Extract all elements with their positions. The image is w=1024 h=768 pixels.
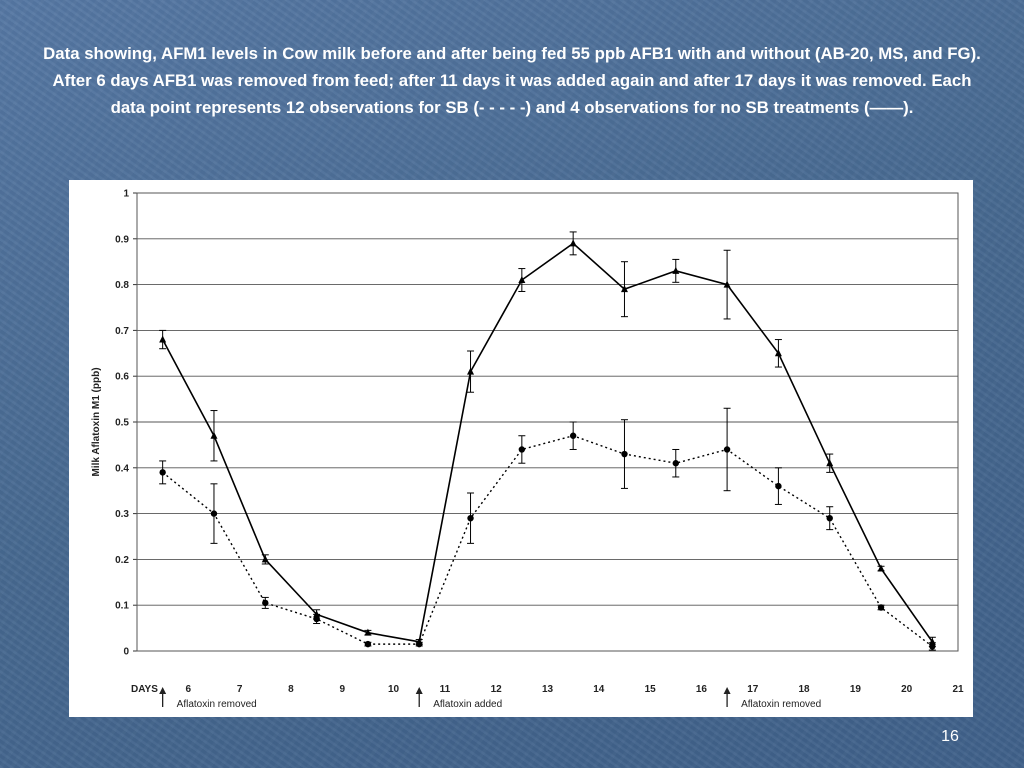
series-line [162, 435, 933, 647]
data-point [620, 285, 628, 293]
x-tick-label: 9 [339, 684, 345, 695]
x-tick-label: 13 [542, 684, 554, 695]
data-point [877, 564, 885, 572]
x-tick-label: 16 [696, 684, 708, 695]
data-point [518, 446, 526, 453]
data-point [723, 446, 731, 453]
data-point [569, 239, 577, 247]
data-point [621, 450, 628, 458]
data-point [159, 469, 166, 476]
arrow-up-icon [159, 687, 167, 694]
annotation: Aflatoxin added [415, 687, 502, 710]
x-tick-label: 19 [850, 684, 862, 695]
data-point [364, 640, 372, 648]
series-line [161, 242, 933, 643]
x-tick-label: 8 [288, 684, 294, 695]
series-sb [159, 407, 936, 651]
data-point [672, 460, 679, 467]
data-point [210, 431, 218, 439]
x-tick-label: 10 [388, 684, 400, 695]
series-no-sb [159, 231, 936, 647]
data-point [518, 276, 526, 284]
data-point [774, 349, 782, 357]
y-tick-label: 0.3 [115, 509, 129, 520]
arrow-up-icon [723, 687, 731, 694]
aflatoxin-line-chart: 00.10.20.30.40.50.60.70.80.916 7 8 9 10 11 12 1… [91, 189, 964, 711]
data-point [723, 280, 731, 288]
data-point [569, 432, 577, 439]
x-tick-label: 11 [440, 684, 451, 695]
annotation-label: Aflatoxin removed [177, 699, 257, 710]
y-tick-label: 0.5 [115, 418, 129, 429]
data-point [313, 615, 320, 623]
data-point [775, 482, 782, 490]
annotations: Aflatoxin removed Aflatoxin added Aflatoxi… [159, 687, 821, 710]
y-tick-label: 0.9 [115, 234, 129, 245]
y-tick-label: 0.7 [115, 326, 129, 337]
arrow-up-icon [415, 687, 423, 694]
data-point [877, 604, 885, 611]
y-tick-label: 0.1 [115, 601, 129, 612]
chart-figure: 0 0.1 0.2 0.3 0.4 0.5 0.6 0.7 0.8 0.9 1 6 7 8 9 10 11 12 1… [69, 180, 973, 717]
data-point [210, 510, 218, 517]
annotation: Aflatoxin removed [723, 687, 821, 710]
slide-number: 16 [941, 728, 959, 745]
data-point [672, 266, 680, 274]
plot-frame [136, 192, 959, 652]
data-point [159, 335, 167, 343]
x-tick-label: 12 [491, 684, 503, 695]
y-tick-label: 0.8 [115, 280, 129, 291]
annotation: Aflatoxin removed [159, 687, 257, 710]
annotation-label: Aflatoxin removed [741, 699, 821, 710]
y-tick-label: 0 [123, 647, 129, 658]
data-point [467, 367, 475, 375]
data-point [826, 514, 833, 522]
x-tick-label: 7 [237, 684, 243, 695]
x-tick-label: 14 [593, 684, 605, 695]
y-tick-label: 0.2 [115, 555, 129, 566]
data-point [364, 628, 372, 636]
slide-title: Data showing, AFM1 levels in Cow milk be… [43, 44, 981, 117]
x-tick-label: 21 [952, 684, 964, 695]
data-point [929, 643, 936, 650]
x-axis-label: DAYS [131, 684, 158, 695]
y-axis-label: Milk Aflatoxin M1 (ppb) [91, 367, 102, 476]
x-tick-label: 6 [186, 684, 192, 695]
series-layer [159, 231, 936, 651]
y-tick-label: 0.4 [115, 463, 129, 474]
y-tick-label: 1 [123, 189, 129, 200]
data-point [826, 459, 834, 467]
data-point [261, 555, 269, 563]
data-point [416, 640, 423, 648]
x-tick-label: 18 [799, 684, 811, 695]
axes: 00.10.20.30.40.50.60.70.80.916 7 8 9 10 11 12 1… [115, 189, 964, 696]
x-tick-label: 17 [747, 684, 759, 695]
annotation-label: Aflatoxin added [433, 699, 502, 710]
data-point [467, 514, 474, 522]
data-point [262, 599, 269, 607]
y-tick-label: 0.6 [115, 372, 129, 383]
x-tick-label: 20 [901, 684, 913, 695]
x-tick-label: 15 [645, 684, 657, 695]
